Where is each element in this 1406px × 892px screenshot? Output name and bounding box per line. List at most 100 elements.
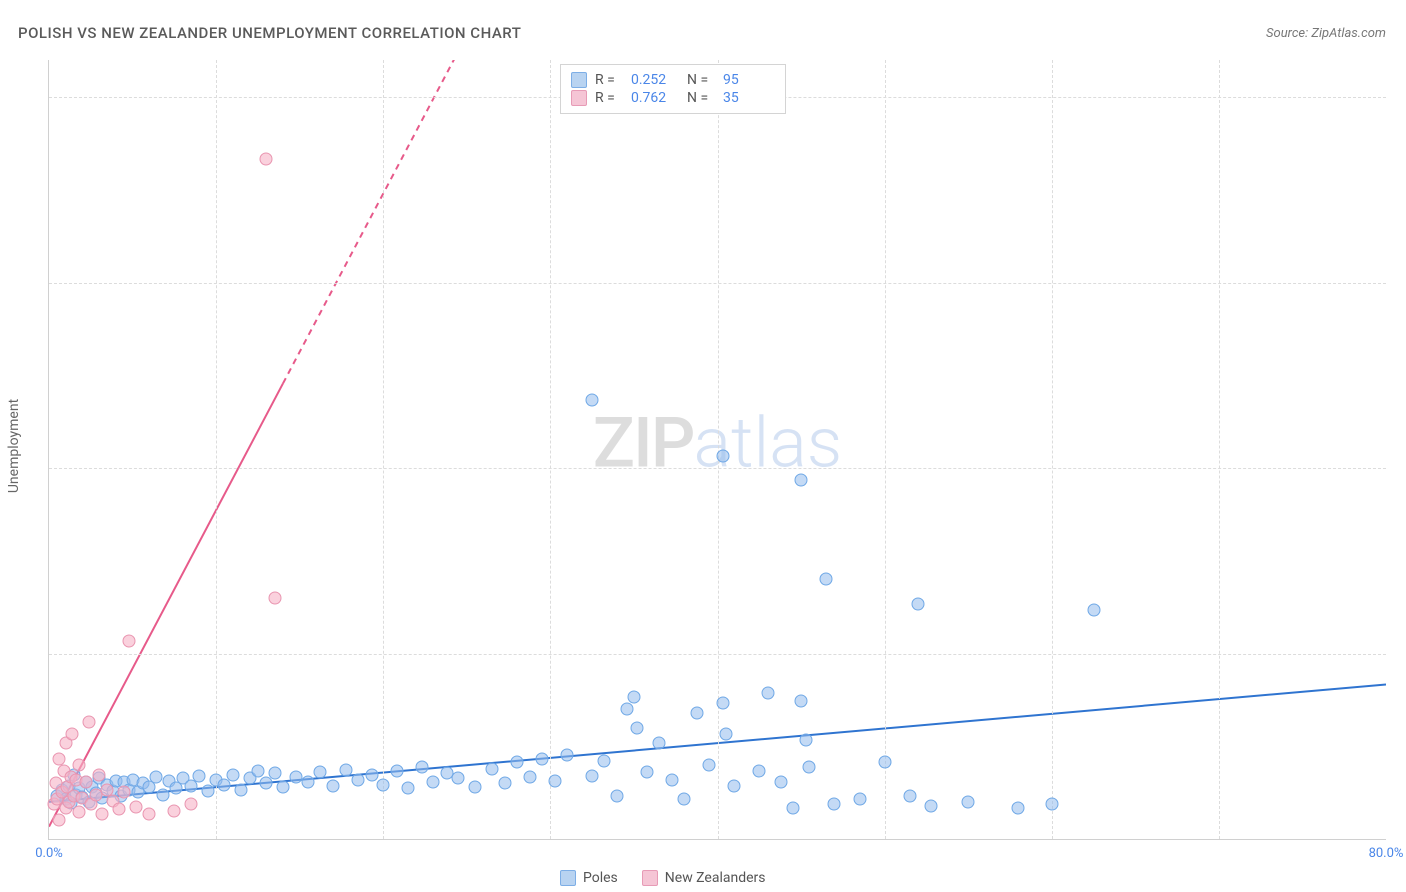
data-point [313, 766, 326, 779]
gridline-v [885, 60, 886, 839]
data-point [156, 788, 169, 801]
data-point [753, 765, 766, 778]
data-point [235, 783, 248, 796]
data-point [469, 781, 482, 794]
data-point [597, 755, 610, 768]
data-point [631, 721, 644, 734]
data-point [352, 773, 365, 786]
data-point [302, 776, 315, 789]
legend-swatch-blue [571, 72, 587, 88]
data-point [621, 703, 634, 716]
data-point [66, 727, 79, 740]
source-label: Source: ZipAtlas.com [1266, 26, 1386, 41]
chart-title: POLISH VS NEW ZEALANDER UNEMPLOYMENT COR… [18, 24, 521, 42]
data-point [586, 769, 599, 782]
n-value: 35 [723, 90, 771, 106]
data-point [251, 765, 264, 778]
legend-stats-row-nz: R = 0.762 N = 35 [571, 90, 771, 106]
data-point [129, 800, 142, 813]
data-point [93, 768, 106, 781]
data-point [452, 772, 465, 785]
data-point [878, 756, 891, 769]
data-point [1045, 798, 1058, 811]
data-point [800, 734, 813, 747]
legend-item-poles: Poles [560, 870, 618, 886]
data-point [703, 758, 716, 771]
data-point [485, 762, 498, 775]
data-point [678, 793, 691, 806]
data-point [185, 798, 198, 811]
data-point [260, 152, 273, 165]
data-point [828, 798, 841, 811]
data-point [268, 591, 281, 604]
gridline-v [1219, 60, 1220, 839]
x-tick-label: 0.0% [35, 846, 63, 861]
gridline-v [550, 60, 551, 839]
data-point [716, 449, 729, 462]
y-tick-label: 45.0% [1394, 275, 1406, 290]
data-point [113, 803, 126, 816]
data-point [627, 690, 640, 703]
n-value: 95 [723, 72, 771, 88]
n-label: N = [687, 72, 715, 88]
data-point [719, 727, 732, 740]
y-tick-label: 60.0% [1394, 90, 1406, 105]
data-point [803, 761, 816, 774]
data-point [143, 808, 156, 821]
legend-series: Poles New Zealanders [560, 870, 766, 886]
data-point [79, 776, 92, 789]
data-point [73, 805, 86, 818]
data-point [427, 776, 440, 789]
data-point [853, 793, 866, 806]
data-point [586, 394, 599, 407]
data-point [962, 795, 975, 808]
data-point [118, 786, 131, 799]
data-point [340, 763, 353, 776]
data-point [795, 474, 808, 487]
data-point [83, 715, 96, 728]
legend-swatch-blue [560, 870, 576, 886]
y-tick-label: 15.0% [1394, 646, 1406, 661]
legend-label: Poles [583, 870, 618, 886]
data-point [268, 767, 281, 780]
data-point [96, 808, 109, 821]
data-point [561, 748, 574, 761]
data-point [691, 706, 704, 719]
data-point [653, 736, 666, 749]
data-point [549, 774, 562, 787]
r-label: R = [595, 90, 623, 106]
data-point [390, 765, 403, 778]
data-point [666, 773, 679, 786]
legend-swatch-pink [642, 870, 658, 886]
data-point [903, 789, 916, 802]
data-point [365, 768, 378, 781]
y-tick-label: 30.0% [1394, 461, 1406, 476]
r-value: 0.762 [631, 90, 679, 106]
data-point [402, 782, 415, 795]
watermark-part2: atlas [693, 402, 842, 484]
data-point [123, 635, 136, 648]
data-point [641, 766, 654, 779]
y-axis-label: Unemployment [6, 399, 22, 493]
legend-label: New Zealanders [665, 870, 766, 886]
data-point [925, 799, 938, 812]
x-tick-label: 80.0% [1369, 846, 1404, 861]
gridline-v [383, 60, 384, 839]
data-point [728, 779, 741, 792]
data-point [226, 768, 239, 781]
data-point [775, 776, 788, 789]
data-point [611, 789, 624, 802]
data-point [499, 777, 512, 790]
plot-area: ZIPatlas 15.0%30.0%45.0%60.0%0.0%80.0% [48, 60, 1386, 840]
data-point [795, 694, 808, 707]
r-value: 0.252 [631, 72, 679, 88]
data-point [786, 802, 799, 815]
data-point [912, 598, 925, 611]
data-point [377, 778, 390, 791]
data-point [149, 771, 162, 784]
data-point [53, 814, 66, 827]
data-point [168, 804, 181, 817]
data-point [53, 752, 66, 765]
gridline-v [1052, 60, 1053, 839]
data-point [761, 687, 774, 700]
